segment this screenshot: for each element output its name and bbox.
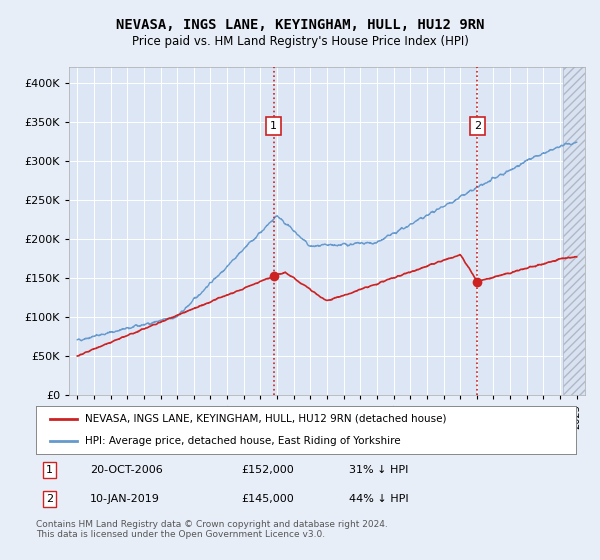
Text: 31% ↓ HPI: 31% ↓ HPI (349, 465, 409, 475)
Text: 1: 1 (46, 465, 53, 475)
Text: NEVASA, INGS LANE, KEYINGHAM, HULL, HU12 9RN: NEVASA, INGS LANE, KEYINGHAM, HULL, HU12… (116, 18, 484, 32)
Text: 2: 2 (474, 121, 481, 130)
Text: 10-JAN-2019: 10-JAN-2019 (90, 494, 160, 504)
Text: 2: 2 (46, 494, 53, 504)
Text: 1: 1 (270, 121, 277, 130)
Text: 20-OCT-2006: 20-OCT-2006 (90, 465, 163, 475)
Text: HPI: Average price, detached house, East Riding of Yorkshire: HPI: Average price, detached house, East… (85, 436, 400, 446)
Text: £145,000: £145,000 (241, 494, 294, 504)
Text: NEVASA, INGS LANE, KEYINGHAM, HULL, HU12 9RN (detached house): NEVASA, INGS LANE, KEYINGHAM, HULL, HU12… (85, 414, 446, 424)
Text: Contains HM Land Registry data © Crown copyright and database right 2024.
This d: Contains HM Land Registry data © Crown c… (36, 520, 388, 539)
Text: 44% ↓ HPI: 44% ↓ HPI (349, 494, 409, 504)
Text: £152,000: £152,000 (241, 465, 294, 475)
Text: Price paid vs. HM Land Registry's House Price Index (HPI): Price paid vs. HM Land Registry's House … (131, 35, 469, 49)
